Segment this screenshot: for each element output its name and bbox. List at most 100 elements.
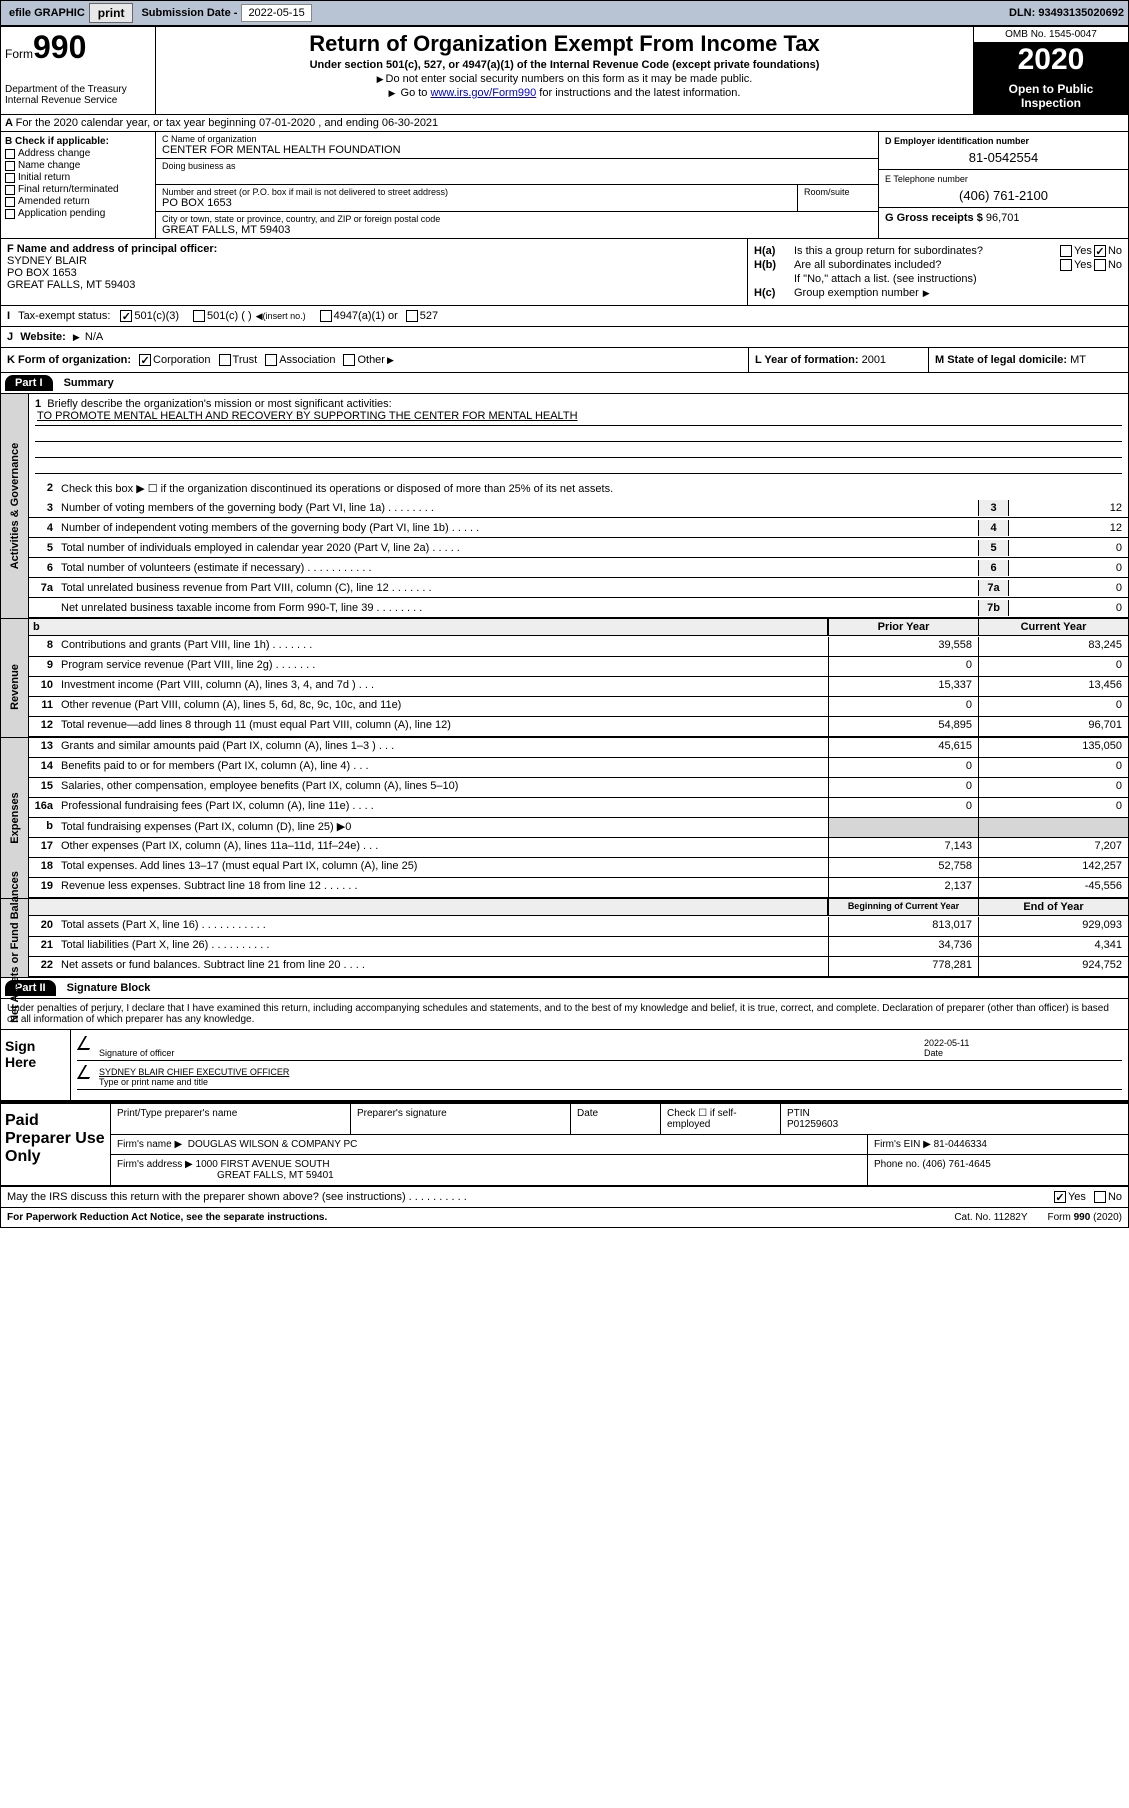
hb-no[interactable] xyxy=(1094,259,1106,271)
submission-date-label: Submission Date - xyxy=(141,7,237,19)
line-num: b xyxy=(29,818,57,837)
line-text: Benefits paid to or for members (Part IX… xyxy=(57,758,828,777)
section-revenue: Revenue 8Contributions and grants (Part … xyxy=(1,637,1128,738)
hdr-end: End of Year xyxy=(978,899,1128,915)
cb-corp[interactable] xyxy=(139,354,151,366)
line-value: 0 xyxy=(1008,580,1128,596)
cb-initial-return[interactable]: Initial return xyxy=(5,172,151,183)
current-value: 13,456 xyxy=(978,677,1128,696)
hb-yes[interactable] xyxy=(1060,259,1072,271)
side-net: Net Assets or Fund Balances xyxy=(1,917,29,977)
cb-assoc[interactable] xyxy=(265,354,277,366)
m-val: MT xyxy=(1070,354,1086,366)
prior-value: 0 xyxy=(828,798,978,817)
prep-row-1: Print/Type preparer's name Preparer's si… xyxy=(111,1104,1128,1135)
cb-address-change[interactable]: Address change xyxy=(5,148,151,159)
phone-cell: E Telephone number (406) 761-2100 xyxy=(879,170,1128,208)
section-governance: Activities & Governance 1 Briefly descri… xyxy=(1,394,1128,619)
prior-value: 0 xyxy=(828,697,978,716)
city-value: GREAT FALLS, MT 59403 xyxy=(162,224,872,236)
line-box-num: 5 xyxy=(978,540,1008,556)
room-box: Room/suite xyxy=(798,185,878,211)
ha-label: H(a) xyxy=(754,245,794,257)
cb-name-change[interactable]: Name change xyxy=(5,160,151,171)
prior-value: 15,337 xyxy=(828,677,978,696)
current-value: 135,050 xyxy=(978,738,1128,757)
current-value: 83,245 xyxy=(978,637,1128,656)
part2-title: Signature Block xyxy=(59,982,151,994)
cb-amended-return[interactable]: Amended return xyxy=(5,196,151,207)
sig-intro: Under penalties of perjury, I declare th… xyxy=(1,999,1128,1030)
section-expenses: Expenses 13Grants and similar amounts pa… xyxy=(1,738,1128,899)
cb-application-pending[interactable]: Application pending xyxy=(5,208,151,219)
prior-value: 39,558 xyxy=(828,637,978,656)
te-label: Tax-exempt status: xyxy=(18,310,110,322)
part1-title: Summary xyxy=(56,377,114,389)
mission-blank-3 xyxy=(35,458,1122,474)
section-net-hdr-row: Beginning of Current Year End of Year xyxy=(1,899,1128,917)
cb-4947[interactable] xyxy=(320,310,332,322)
org-name: CENTER FOR MENTAL HEALTH FOUNDATION xyxy=(162,144,872,156)
line-text: Salaries, other compensation, employee b… xyxy=(57,778,828,797)
opt-527: 527 xyxy=(420,310,438,322)
firm-phone: Phone no. (406) 761-4645 xyxy=(868,1155,1128,1185)
line-num: 11 xyxy=(29,697,57,716)
gov-line-7a: 7aTotal unrelated business revenue from … xyxy=(29,578,1128,598)
section-b-row: b Prior Year Current Year xyxy=(1,619,1128,637)
cb-final-return[interactable]: Final return/terminated xyxy=(5,184,151,195)
h-box: H(a) Is this a group return for subordin… xyxy=(748,239,1128,305)
officer-addr2: GREAT FALLS, MT 59403 xyxy=(7,279,741,291)
sig-name-title: SYDNEY BLAIR CHIEF EXECUTIVE OFFICERType… xyxy=(97,1065,1122,1089)
firm-ein: Firm's EIN ▶ 81-0446334 xyxy=(868,1135,1128,1154)
row-k-form-org: K Form of organization: Corporation Trus… xyxy=(1,348,1128,373)
line-text: Total unrelated business revenue from Pa… xyxy=(57,580,978,596)
col-hdr-prior-curr: b Prior Year Current Year xyxy=(29,619,1128,636)
prep-row-3: Firm's address ▶ 1000 FIRST AVENUE SOUTH… xyxy=(111,1155,1128,1185)
cb-527[interactable] xyxy=(406,310,418,322)
line-num: 8 xyxy=(29,637,57,656)
prior-value: 0 xyxy=(828,657,978,676)
cb-trust[interactable] xyxy=(219,354,231,366)
col-b-label: B Check if applicable: xyxy=(5,136,151,147)
phone-label: E Telephone number xyxy=(885,174,1122,184)
goto-post: for instructions and the latest informat… xyxy=(536,87,740,99)
line-num: 20 xyxy=(29,917,57,936)
caret-icon-2 xyxy=(77,1065,97,1079)
print-button[interactable]: print xyxy=(89,3,134,23)
line-text: Professional fundraising fees (Part IX, … xyxy=(57,798,828,817)
prep-date-hdr: Date xyxy=(571,1104,661,1134)
cb-501c[interactable] xyxy=(193,310,205,322)
mission-blank-1 xyxy=(35,426,1122,442)
cb-501c3[interactable] xyxy=(120,310,132,322)
prior-value: 2,137 xyxy=(828,878,978,897)
submission-topbar: efile GRAPHIC print Submission Date - 20… xyxy=(0,0,1129,26)
line-num: 4 xyxy=(29,520,57,536)
discuss-yes[interactable] xyxy=(1054,1191,1066,1203)
hc-label: H(c) xyxy=(754,287,794,299)
k-left: K Form of organization: Corporation Trus… xyxy=(1,348,748,372)
prior-value: 54,895 xyxy=(828,717,978,736)
org-name-label: C Name of organization xyxy=(162,134,872,144)
k-state: M State of legal domicile: MT xyxy=(928,348,1128,372)
street-value: PO BOX 1653 xyxy=(162,197,791,209)
irs-label: Internal Revenue Service xyxy=(5,95,151,106)
opt-501c3: 501(c)(3) xyxy=(134,310,179,322)
line-box-num: 6 xyxy=(978,560,1008,576)
table-row: 12Total revenue—add lines 8 through 11 (… xyxy=(29,717,1128,737)
line-num: 15 xyxy=(29,778,57,797)
entity-block: B Check if applicable: Address change Na… xyxy=(1,132,1128,239)
ha-no[interactable] xyxy=(1094,245,1106,257)
line-box-num: 7a xyxy=(978,580,1008,596)
prior-value: 45,615 xyxy=(828,738,978,757)
current-value: 929,093 xyxy=(978,917,1128,936)
current-value xyxy=(978,818,1128,837)
line-text: Total expenses. Add lines 13–17 (must eq… xyxy=(57,858,828,877)
l-label: L Year of formation: xyxy=(755,354,859,366)
form990-link[interactable]: www.irs.gov/Form990 xyxy=(430,87,536,99)
goto-pre: Go to xyxy=(401,87,431,99)
discuss-no[interactable] xyxy=(1094,1191,1106,1203)
mission-text: TO PROMOTE MENTAL HEALTH AND RECOVERY BY… xyxy=(35,410,1122,426)
col-c-org-info: C Name of organization CENTER FOR MENTAL… xyxy=(156,132,878,238)
ha-yes[interactable] xyxy=(1060,245,1072,257)
cb-other[interactable] xyxy=(343,354,355,366)
